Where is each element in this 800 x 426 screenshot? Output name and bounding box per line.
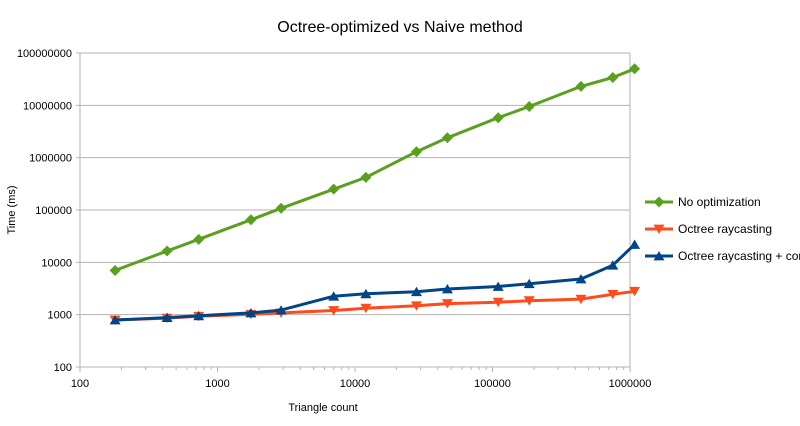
- data-point-marker: [193, 310, 205, 321]
- legend: No optimization Octree raycasting Octree r…: [645, 195, 800, 263]
- data-point-marker: [109, 264, 121, 276]
- data-point-marker: [629, 63, 641, 75]
- data-point-marker: [275, 305, 287, 315]
- series-1: [109, 63, 641, 276]
- y-tick-label: 1000000: [29, 153, 72, 165]
- data-point-marker: [360, 288, 372, 299]
- data-point-marker: [607, 289, 619, 300]
- axes: [76, 52, 631, 372]
- data-point-marker: [441, 299, 453, 309]
- data-point-marker: [360, 171, 372, 183]
- x-tick-label: 1000000: [609, 378, 652, 390]
- data-point-marker: [653, 224, 665, 234]
- data-point-marker: [328, 306, 340, 316]
- legend-item-1: No optimization: [645, 195, 761, 209]
- data-point-marker: [441, 284, 453, 294]
- data-point-marker: [161, 245, 173, 257]
- data-point-marker: [360, 303, 372, 314]
- data-point-marker: [607, 72, 619, 84]
- data-point-marker: [410, 301, 422, 311]
- x-axis-title: Triangle count: [288, 402, 357, 414]
- legend-label: No optimization: [678, 195, 761, 209]
- legend-item-2: Octree raycasting: [645, 222, 772, 236]
- data-point-marker: [653, 196, 665, 208]
- data-point-marker: [523, 278, 535, 289]
- legend-label: Octree raycasting + construction time: [678, 249, 800, 263]
- x-tick-label: 100: [71, 378, 89, 390]
- legend-label: Octree raycasting: [678, 222, 772, 236]
- series-line: [115, 243, 636, 322]
- data-point-marker: [245, 307, 257, 318]
- data-point-marker: [275, 202, 287, 214]
- data-point-marker: [575, 294, 587, 305]
- x-tick-label: 100000: [474, 378, 511, 390]
- y-tick-label: 1000: [48, 310, 72, 322]
- data-point-marker: [607, 260, 619, 270]
- data-point-marker: [492, 112, 504, 124]
- data-point-marker: [410, 146, 422, 158]
- data-point-marker: [245, 214, 257, 226]
- y-tick-label: 100: [54, 362, 72, 374]
- y-tick-label: 100000: [35, 205, 72, 217]
- legend-item-3: Octree raycasting + construction time: [645, 249, 800, 263]
- plot-area: [109, 63, 641, 325]
- data-point-marker: [410, 286, 422, 297]
- chart-title: Octree-optimized vs Naive method: [277, 19, 522, 36]
- y-tick-label: 100000000: [17, 48, 72, 60]
- data-point-marker: [492, 281, 504, 291]
- data-point-marker: [575, 274, 587, 284]
- data-point-marker: [193, 233, 205, 245]
- y-tick-label: 10000: [41, 257, 72, 269]
- data-point-marker: [575, 80, 587, 92]
- y-tick-label: 10000000: [23, 100, 72, 112]
- series-3: [109, 239, 641, 325]
- data-point-marker: [523, 100, 535, 112]
- x-tick-label: 10000: [340, 378, 371, 390]
- data-point-marker: [328, 291, 340, 301]
- series-line: [114, 67, 636, 272]
- data-point-marker: [523, 296, 535, 306]
- data-point-marker: [629, 239, 641, 249]
- data-point-marker: [441, 132, 453, 144]
- data-point-marker: [629, 286, 641, 297]
- y-axis-title: Time (ms): [6, 185, 18, 234]
- data-point-marker: [492, 297, 504, 308]
- data-point-marker: [161, 312, 173, 322]
- data-point-marker: [653, 251, 665, 261]
- x-tick-label: 1000: [205, 378, 229, 390]
- data-point-marker: [109, 315, 121, 325]
- data-point-marker: [328, 183, 340, 195]
- tick-labels: 100 1000 10000 100000 1000000 10000000 1000000…: [17, 48, 651, 390]
